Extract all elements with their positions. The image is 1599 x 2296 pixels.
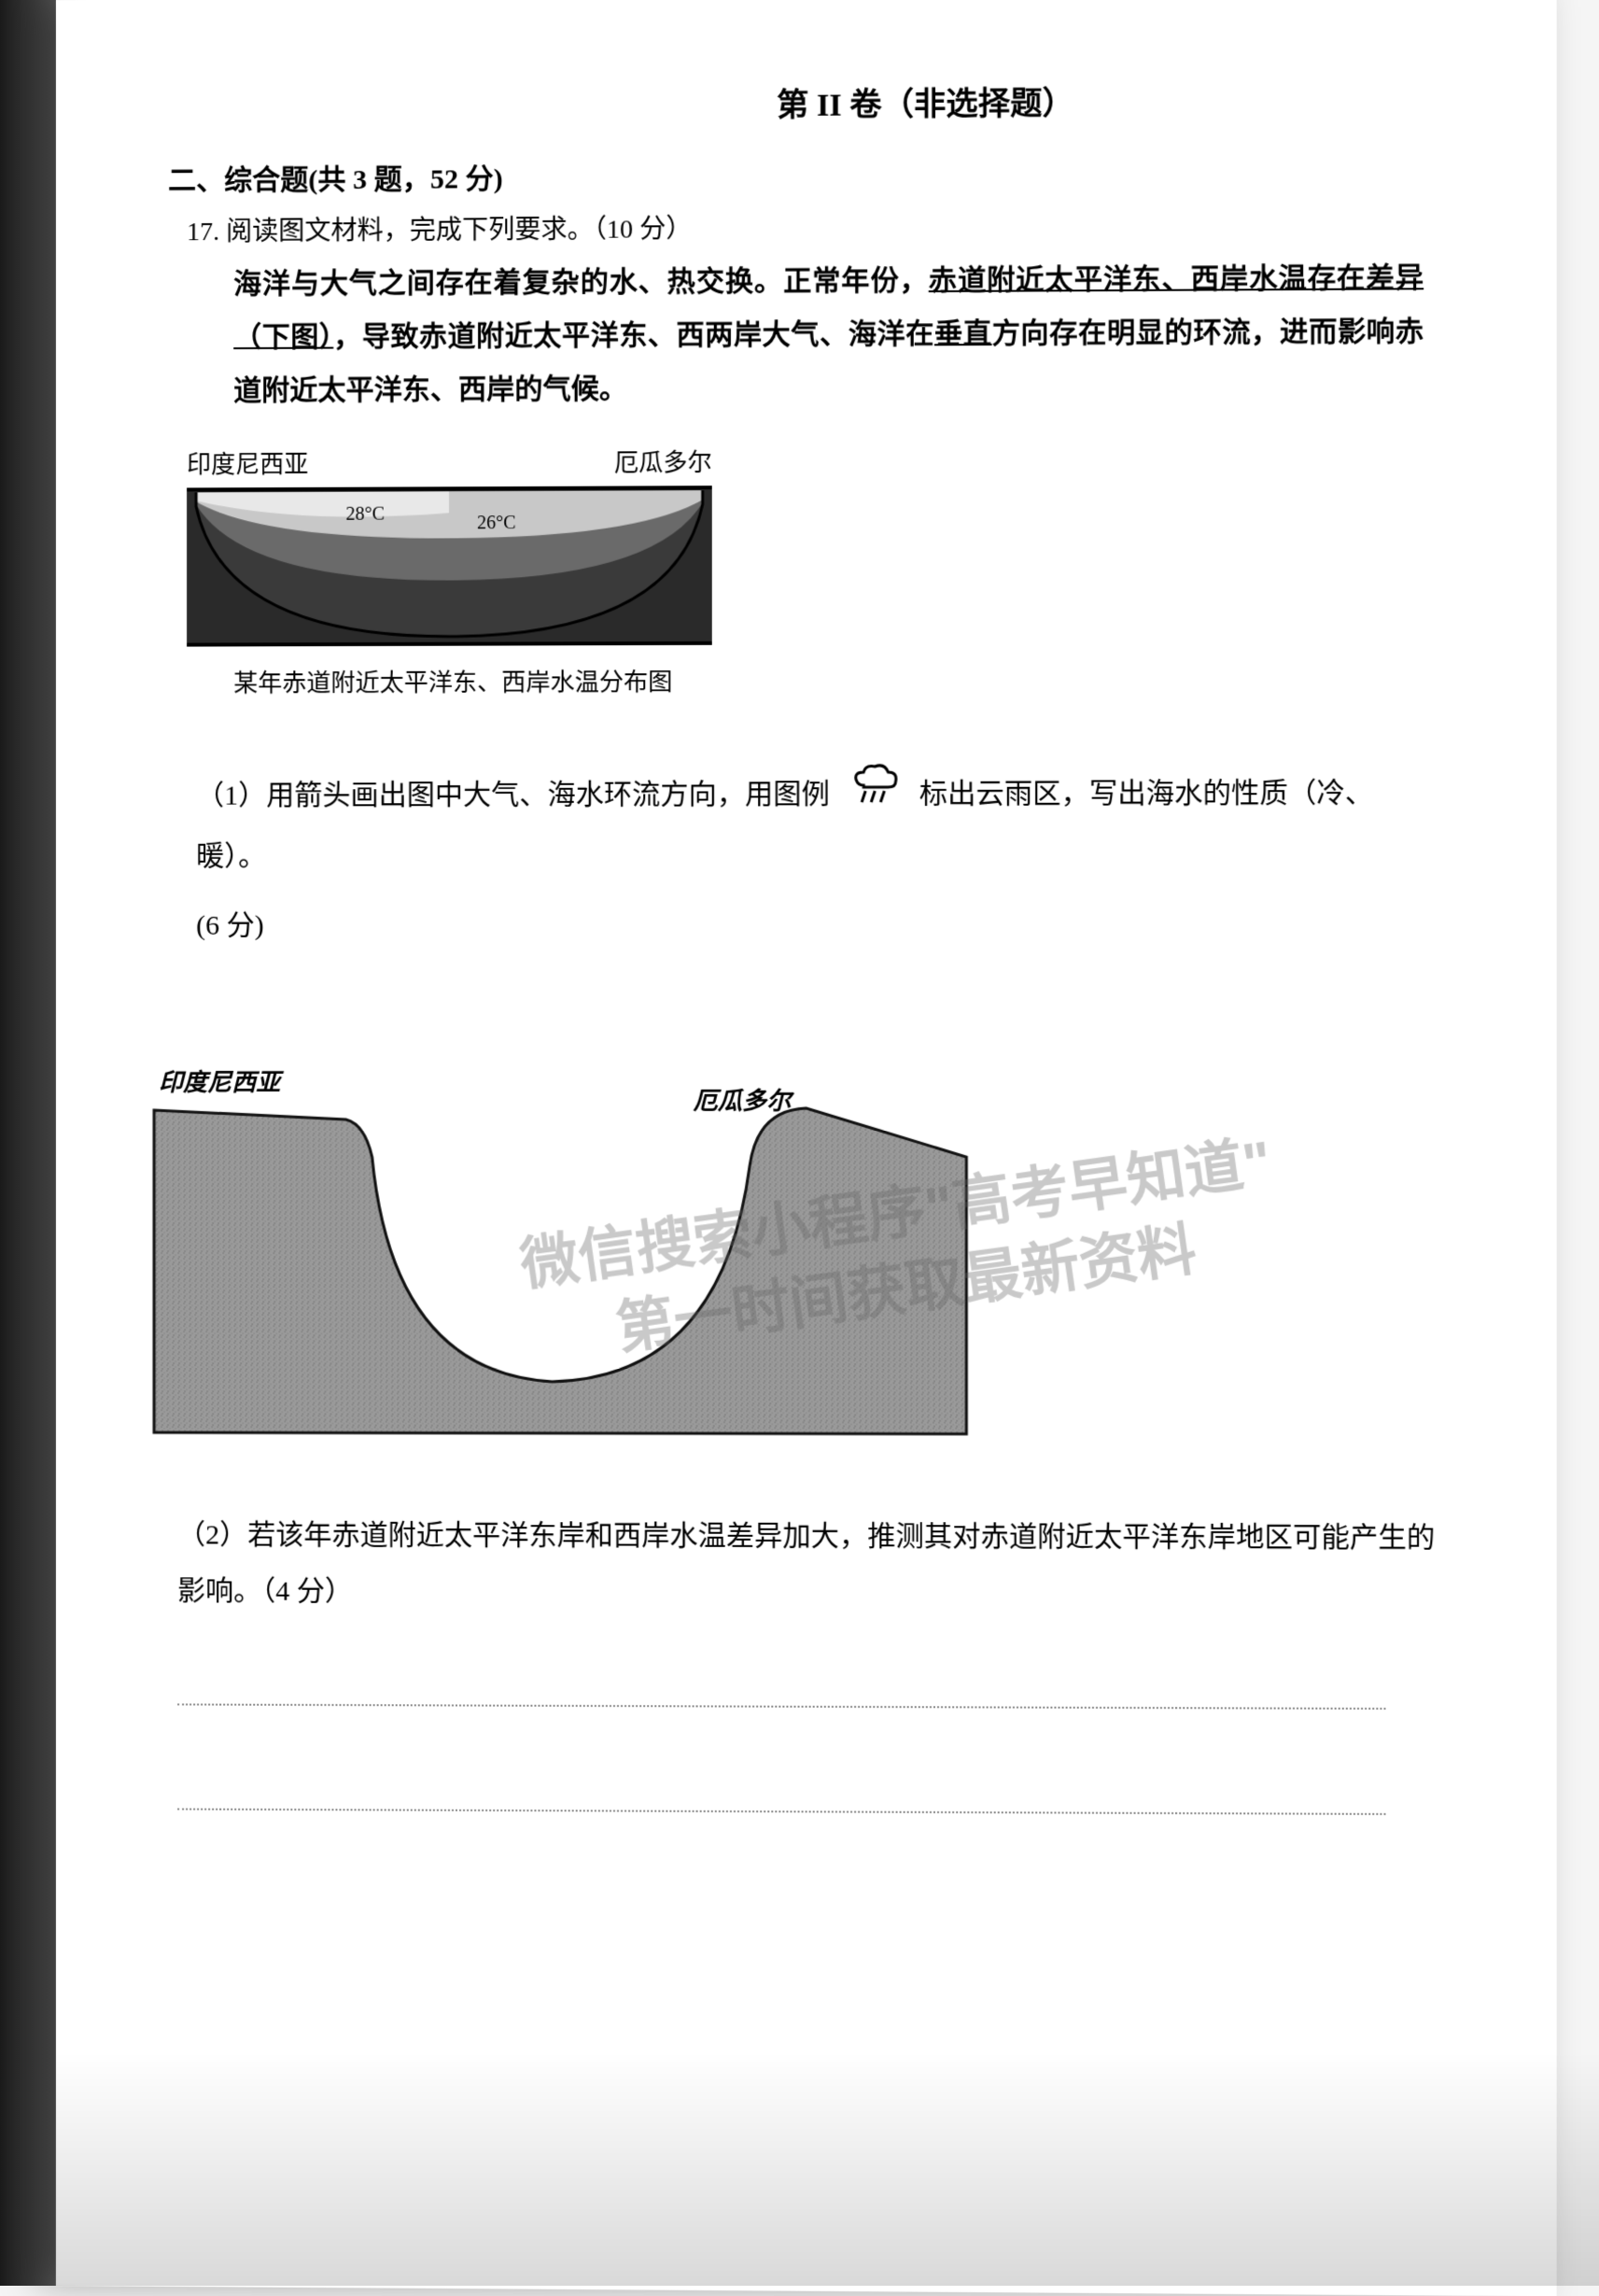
sub1-points: (6 分) <box>196 899 1442 951</box>
passage-text-1: 海洋与大气之间存在着复杂的水、热交换。正常年份， <box>233 265 929 300</box>
question-17-passage: 海洋与大气之间存在着复杂的水、热交换。正常年份，赤道附近太平洋东、西岸水温存在差… <box>233 251 1424 417</box>
diagram2-labels: 印度尼西亚 厄瓜多尔 <box>149 1063 975 1101</box>
sub2-text: （2）若该年赤道附近太平洋东岸和西岸水温差异加大，推测其对赤道附近太平洋东岸地区… <box>177 1519 1435 1607</box>
cloud-rain-icon <box>847 763 904 830</box>
passage-text-2: ，导致赤道附近太平洋东、西两岸大气、海洋在 <box>333 318 934 352</box>
diagram2-wrapper: 印度尼西亚 厄瓜多尔 <box>149 1063 1442 1444</box>
svg-text:26°C: 26°C <box>477 513 516 533</box>
answer-line-1 <box>177 1703 1385 1710</box>
section-title: 第 II 卷（非选择题） <box>412 75 1443 127</box>
passage-underline-2: 垂直 <box>934 318 992 349</box>
diagram1-svg: 28°C 26°C <box>187 486 712 646</box>
section-heading: 二、综合题(共 3 题，52 分) <box>168 149 1442 198</box>
diagram1-caption: 某年赤道附近太平洋东、西岸水温分布图 <box>233 661 1442 699</box>
diagram1-left-label: 印度尼西亚 <box>187 445 308 481</box>
question-17-number: 17. 阅读图文材料，完成下列要求。（10 分） <box>187 204 1442 248</box>
diagram1-labels: 印度尼西亚 厄瓜多尔 <box>187 444 712 480</box>
diagram1-right-label: 厄瓜多尔 <box>614 444 712 479</box>
ocean-temp-diagram: 28°C 26°C <box>187 483 1442 652</box>
sub-question-2: （2）若该年赤道附近太平洋东岸和西岸水温差异加大，推测其对赤道附近太平洋东岸地区… <box>177 1507 1442 1623</box>
exam-page: 第 II 卷（非选择题） 二、综合题(共 3 题，52 分) 17. 阅读图文材… <box>56 0 1557 2296</box>
diagram2-right-label: 厄瓜多尔 <box>694 1082 792 1117</box>
answer-line-2 <box>177 1809 1385 1815</box>
diagram2-left-label: 印度尼西亚 <box>159 1063 280 1098</box>
svg-text:28°C: 28°C <box>346 504 385 525</box>
sub-question-1: （1）用箭头画出图中大气、海水环流方向，用图例 标出云雨区，写出海水的性质（冷、… <box>196 761 1442 951</box>
diagram2-svg <box>149 1101 975 1439</box>
page-binding-edge <box>0 0 56 2286</box>
sub1-text-before: （1）用箭头画出图中大气、海水环流方向，用图例 <box>196 779 830 811</box>
